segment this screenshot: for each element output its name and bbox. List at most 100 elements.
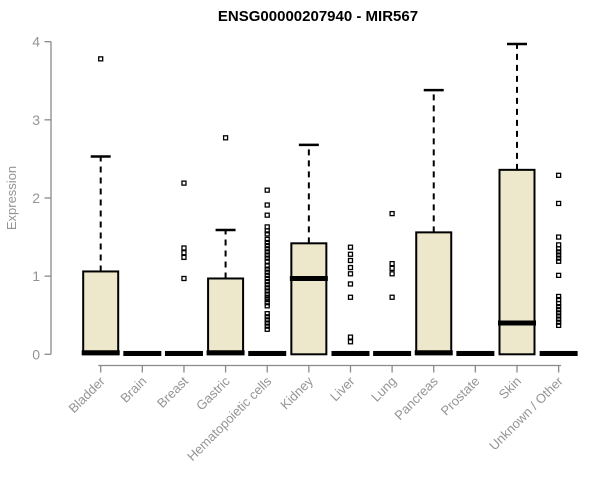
- outlier-point: [347, 281, 354, 287]
- outlier-point: [555, 322, 562, 329]
- outlier-point: [264, 282, 270, 288]
- x-tick-label: Breast: [154, 373, 191, 410]
- outlier-point: [264, 202, 270, 208]
- x-tick-label: Pancreas: [391, 373, 441, 423]
- outlier-point: [264, 212, 270, 218]
- outlier-point: [347, 334, 354, 340]
- chart-title: ENSG00000207940 - MIR567: [218, 8, 418, 25]
- outlier-point: [555, 296, 562, 303]
- outlier-point: [264, 246, 270, 252]
- outlier-point: [264, 236, 270, 243]
- outlier-point: [555, 258, 562, 264]
- outlier-point: [264, 314, 270, 320]
- outlier-point: [555, 172, 562, 178]
- outlier-point: [264, 252, 270, 258]
- outlier-point: [264, 291, 270, 297]
- outlier-point: [347, 257, 354, 264]
- boxplot-skin: [498, 42, 536, 356]
- outlier-point: [555, 316, 562, 322]
- outlier-point: [555, 307, 562, 313]
- outlier-point: [389, 294, 395, 300]
- outlier-point: [181, 250, 187, 256]
- outlier-point: [389, 271, 395, 277]
- outlier-point: [347, 264, 354, 271]
- boxplot-liver: [331, 244, 370, 357]
- boxplot-unknown-other: [539, 172, 578, 357]
- outlier-point: [98, 56, 104, 62]
- y-tick-label: 0: [32, 346, 40, 362]
- outlier-point: [555, 313, 562, 319]
- outlier-point: [264, 300, 270, 306]
- x-tick-label: Unknown / Other: [486, 373, 566, 453]
- boxplot-kidney: [289, 143, 328, 356]
- outlier-point: [222, 135, 229, 141]
- outlier-point: [264, 231, 270, 237]
- outlier-point: [555, 310, 562, 316]
- boxplot-gastric: [206, 135, 245, 356]
- x-tick-label: Prostate: [438, 374, 483, 419]
- outlier-point: [389, 265, 395, 271]
- outlier-point: [264, 266, 270, 272]
- iqr-box: [82, 270, 120, 356]
- outlier-point: [181, 245, 187, 251]
- outlier-point: [264, 303, 270, 309]
- outlier-point: [389, 210, 395, 217]
- outlier-point: [555, 252, 562, 258]
- boxplot-pancreas: [414, 88, 453, 356]
- iqr-box: [207, 277, 245, 356]
- x-tick-label: Lung: [368, 374, 399, 405]
- outlier-point: [264, 269, 270, 275]
- outlier-point: [264, 275, 270, 282]
- outlier-point: [347, 251, 354, 257]
- outlier-point: [555, 200, 562, 207]
- x-tick-label: Bladder: [66, 373, 109, 416]
- boxplot-brain: [123, 350, 162, 357]
- outlier-point: [264, 249, 270, 255]
- boxplot-lung: [373, 210, 412, 357]
- outlier-point: [555, 303, 562, 310]
- outlier-point: [264, 239, 270, 246]
- boxplot-series: [81, 42, 578, 357]
- outlier-point: [264, 243, 270, 249]
- outlier-point: [347, 244, 354, 250]
- outlier-point: [555, 249, 562, 255]
- boxplot-bladder: [81, 56, 120, 356]
- outlier-point: [264, 278, 270, 285]
- x-tick-label: Brain: [117, 374, 149, 406]
- y-tick-label: 1: [32, 268, 40, 284]
- outlier-point: [264, 288, 270, 294]
- outlier-point: [347, 271, 354, 277]
- outlier-point: [555, 234, 562, 240]
- outlier-point: [181, 254, 187, 261]
- outlier-point: [181, 180, 187, 186]
- outlier-point: [264, 224, 270, 230]
- outlier-point: [389, 260, 395, 267]
- x-tick-label: Skin: [496, 374, 524, 402]
- boxplot-breast: [164, 180, 203, 357]
- iqr-box: [498, 168, 536, 356]
- outlier-point: [264, 294, 270, 300]
- outlier-point: [181, 275, 187, 282]
- y-axis-label: Expression: [4, 166, 19, 230]
- outlier-point: [264, 285, 270, 291]
- outlier-point: [264, 320, 270, 326]
- outlier-point: [264, 263, 270, 269]
- boxplot-prostate: [456, 350, 495, 357]
- outlier-point: [264, 272, 270, 279]
- outlier-point: [264, 326, 270, 332]
- iqr-box: [415, 231, 453, 356]
- y-tick-label: 2: [32, 190, 40, 206]
- outlier-point: [555, 255, 562, 261]
- outlier-point: [347, 339, 354, 345]
- outlier-point: [555, 272, 562, 279]
- outlier-point: [264, 323, 270, 329]
- outlier-point: [347, 294, 354, 300]
- y-tick-label: 4: [32, 34, 40, 50]
- outlier-point: [264, 255, 270, 261]
- iqr-box: [290, 242, 328, 356]
- outlier-point: [264, 187, 270, 193]
- x-tick-label: Gastric: [193, 373, 233, 413]
- x-tick-label: Kidney: [277, 373, 316, 412]
